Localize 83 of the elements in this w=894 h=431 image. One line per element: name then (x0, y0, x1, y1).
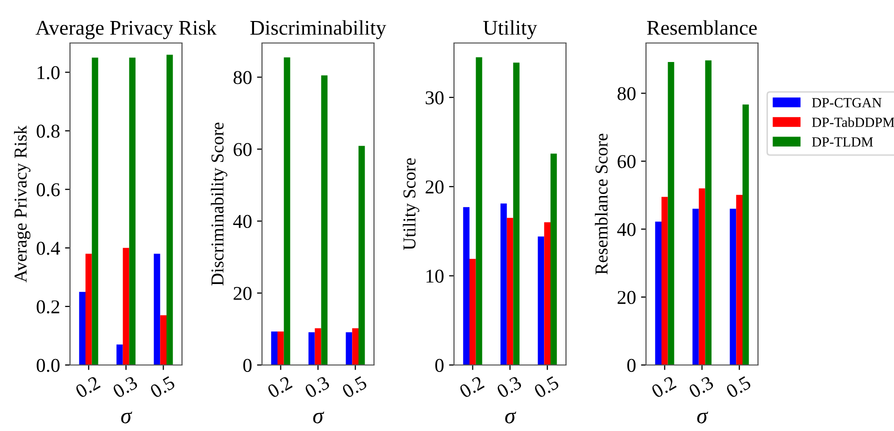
bar (538, 236, 544, 365)
bar (550, 154, 557, 365)
x-axis-title: σ (121, 412, 132, 424)
bar (346, 332, 352, 365)
x-tick-label: 0.2 (458, 376, 485, 398)
legend-label: DP-TLDM (812, 137, 873, 147)
y-tick-label: 20 (234, 286, 252, 300)
bar (730, 208, 736, 365)
y-axis-title: Average Privacy Risk (14, 125, 30, 282)
bar (85, 254, 92, 365)
bar (122, 248, 130, 365)
y-axis-title: Resemblance Score (594, 134, 608, 274)
bar (129, 58, 136, 365)
y-tick-label: 0 (435, 358, 444, 372)
y-tick-label: 0.0 (36, 358, 60, 372)
bar (321, 75, 328, 365)
bar (79, 292, 86, 365)
x-tick-label: 0.2 (74, 376, 101, 398)
bar (506, 218, 514, 365)
x-tick-label: 0.5 (725, 376, 752, 398)
chart-title: Average Privacy Risk (36, 20, 217, 40)
bar (742, 104, 749, 365)
bar (166, 54, 173, 365)
bar (160, 315, 167, 365)
x-tick-label: 0.3 (304, 376, 330, 398)
chart-title: Utility (483, 20, 538, 40)
bar (668, 62, 674, 365)
y-tick-label: 0.4 (36, 242, 60, 255)
x-axis-title: σ (313, 412, 324, 424)
y-tick-label: 40 (233, 214, 252, 228)
bar (736, 194, 743, 365)
y-tick-label: 0.6 (36, 183, 60, 196)
x-tick-label: 0.2 (650, 376, 677, 398)
y-tick-label: 40 (617, 222, 636, 236)
y-tick-label: 60 (234, 142, 252, 156)
y-tick-label: 80 (234, 70, 252, 84)
bar (469, 258, 476, 365)
bar (661, 196, 668, 365)
legend-label: DP-CTGAN (812, 98, 882, 108)
x-tick-label: 0.3 (112, 376, 138, 398)
bar (314, 328, 322, 365)
bar (513, 62, 520, 365)
bar (352, 328, 359, 365)
y-axis-title: Utility Score (402, 158, 420, 250)
y-tick-label: 0 (243, 358, 252, 372)
bar (655, 222, 662, 365)
bar (698, 188, 706, 365)
y-tick-label: 80 (618, 87, 636, 100)
bar (500, 204, 507, 365)
bar (277, 332, 284, 365)
y-tick-label: 20 (426, 180, 444, 194)
chart-title: Resemblance (647, 20, 757, 35)
x-tick-label: 0.5 (341, 376, 368, 398)
bar (308, 332, 315, 365)
legend-label: DP-TabDDPM (812, 117, 894, 128)
y-tick-label: 20 (618, 290, 636, 304)
bar (544, 222, 551, 365)
x-tick-label: 0.5 (149, 376, 176, 398)
bar (284, 57, 290, 365)
x-axis-title: σ (505, 412, 516, 424)
x-tick-label: 0.2 (266, 376, 293, 398)
x-tick-label: 0.3 (688, 376, 714, 398)
y-tick-label: 1.0 (38, 66, 60, 80)
x-axis-title: σ (697, 412, 708, 424)
bar (358, 146, 365, 365)
bar (154, 254, 160, 365)
x-tick-label: 0.5 (533, 376, 560, 398)
y-tick-label: 30 (426, 91, 444, 104)
y-axis-title: Discriminability Score (210, 122, 228, 286)
bar (271, 332, 278, 365)
bar (692, 208, 699, 365)
bar (116, 344, 123, 365)
bar (476, 57, 482, 365)
y-tick-label: 0.2 (36, 300, 60, 314)
x-tick-label: 0.3 (496, 376, 522, 398)
bar (463, 207, 470, 365)
y-tick-label: 10 (426, 270, 444, 283)
y-tick-label: 60 (618, 155, 636, 168)
y-tick-label: 0.8 (36, 124, 60, 138)
bar (705, 60, 712, 365)
chart-title: Discriminability (250, 20, 386, 40)
y-tick-label: 0 (627, 358, 636, 372)
bar (92, 58, 98, 365)
